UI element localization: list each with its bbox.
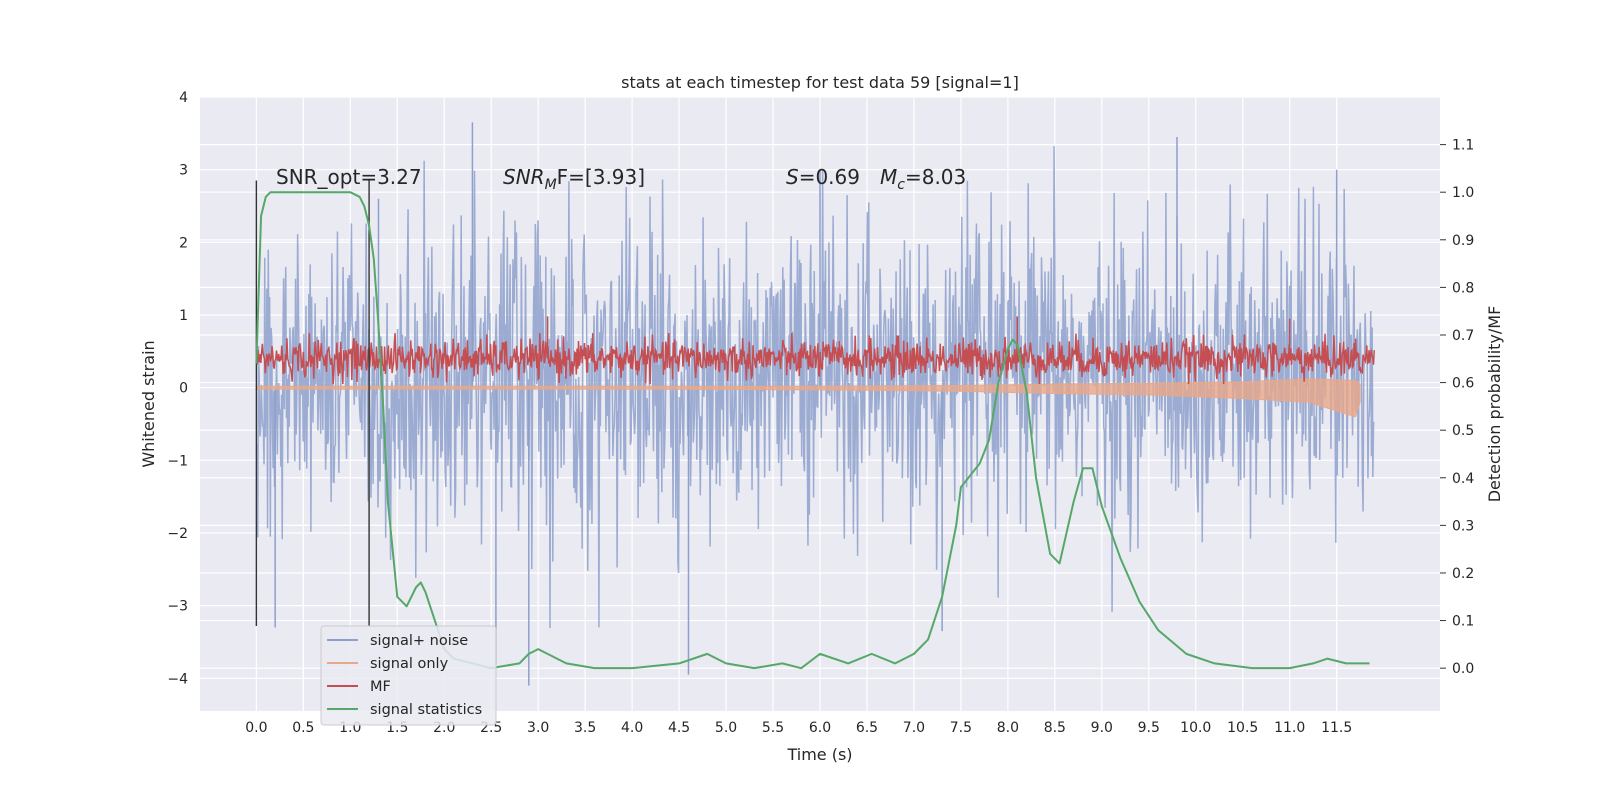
y2-tick-label: 0.0	[1452, 661, 1474, 677]
x-tick-label: 8.5	[1044, 720, 1066, 736]
y-tick-label: 4	[179, 90, 188, 106]
legend-label-mf: MF	[370, 679, 391, 695]
annotation-mc: Mc=8.03	[880, 165, 966, 193]
y2-tick-label: 0.9	[1452, 233, 1474, 249]
x-tick-label: 9.0	[1091, 720, 1113, 736]
y-tick-label: 1	[179, 308, 188, 324]
y-tick-label: 3	[179, 163, 188, 179]
annotation-snr-opt: SNR_opt=3.27	[276, 165, 422, 189]
y2-tick-label: 0.6	[1452, 376, 1474, 392]
x-tick-label: 11.5	[1321, 720, 1352, 736]
x-tick-label: 6.5	[856, 720, 878, 736]
x-tick-label: 5.5	[762, 720, 784, 736]
y-tick-label: 2	[179, 235, 188, 251]
legend-label-signal-only: signal only	[370, 656, 449, 672]
y2-tick-label: 0.8	[1452, 280, 1474, 296]
series-signal-statistics	[255, 191, 1370, 670]
y-tick-label: 0	[179, 381, 188, 397]
x-tick-label: 9.5	[1138, 720, 1160, 736]
y2-tick-label: 1.0	[1452, 185, 1474, 201]
x-tick-label: 7.0	[903, 720, 925, 736]
plot-layer	[255, 122, 1375, 686]
chart-title: stats at each timestep for test data 59 …	[621, 73, 1019, 92]
x-tick-label: 10.0	[1180, 720, 1211, 736]
series-signal-only	[255, 378, 1361, 418]
series-signal-noise	[255, 146, 1375, 629]
series-mf	[255, 333, 1375, 385]
x-tick-label: 3.0	[527, 720, 549, 736]
y2-tick-label: 1.1	[1452, 138, 1474, 154]
y-tick-label: −1	[167, 453, 188, 469]
y2-axis-label: Detection probability/MF	[1485, 306, 1504, 503]
x-tick-label: 7.5	[950, 720, 972, 736]
y-tick-label: −2	[167, 526, 188, 542]
x-tick-label: 4.0	[621, 720, 643, 736]
x-tick-label: 6.0	[809, 720, 831, 736]
y2-tick-label: 0.2	[1452, 566, 1474, 582]
y2-tick-label: 0.3	[1452, 518, 1474, 534]
x-tick-label: 0.0	[245, 720, 267, 736]
x-tick-label: 3.5	[574, 720, 596, 736]
y-tick-label: −4	[167, 671, 188, 687]
annotation-s: S=0.69	[786, 165, 860, 189]
y2-tick-label: 0.4	[1452, 471, 1474, 487]
legend-box	[320, 625, 497, 726]
x-tick-label: 4.5	[668, 720, 690, 736]
y-axis-label: Whitened strain	[139, 340, 158, 467]
annotation-snr-mf: SNRMF=[3.93]	[503, 165, 645, 193]
x-tick-label: 8.0	[997, 720, 1019, 736]
x-axis-label: Time (s)	[786, 745, 852, 764]
legend: signal+ noise signal only MF signal stat…	[320, 625, 497, 726]
y-tick-label: −3	[167, 599, 188, 615]
legend-label-signal-noise: signal+ noise	[370, 633, 468, 649]
y2-tick-label: 0.1	[1452, 614, 1474, 630]
y2-tick-label: 0.7	[1452, 328, 1474, 344]
y2-tick-label: 0.5	[1452, 423, 1474, 439]
x-tick-label: 5.0	[715, 720, 737, 736]
legend-label-signal-statistics: signal statistics	[370, 702, 482, 718]
y2-tick-labels: 0.0 0.1 0.2 0.3 0.4 0.5 0.6 0.7 0.8 0.9 1.0 1.1	[1440, 138, 1474, 677]
x-tick-label: 11.0	[1274, 720, 1305, 736]
x-tick-label: 10.5	[1227, 720, 1258, 736]
y-tick-labels: −4 −3 −2 −1 0 1 2 3 4	[167, 90, 188, 687]
x-tick-label: 0.5	[292, 720, 314, 736]
